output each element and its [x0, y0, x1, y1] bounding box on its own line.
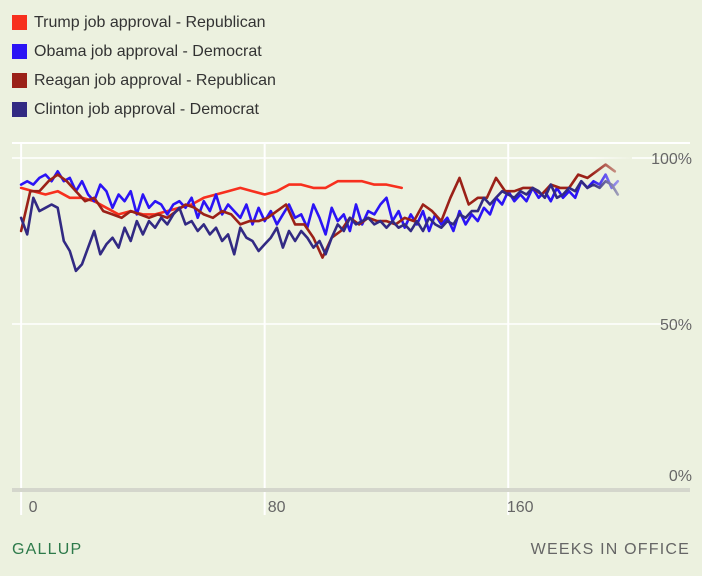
- legend-item-reagan[interactable]: Reagan job approval - Republican: [12, 66, 276, 95]
- series-fade-overlay: [592, 150, 632, 210]
- legend-swatch: [12, 102, 27, 117]
- source-label: GALLUP: [12, 541, 83, 558]
- x-tick-label: 160: [507, 499, 534, 516]
- series-line-3: [19, 163, 617, 259]
- line-chart: 0% 50% 100% 0 80 160: [12, 142, 692, 516]
- legend-label: Clinton job approval - Democrat: [34, 100, 259, 118]
- y-tick-label: 50%: [660, 317, 692, 334]
- legend-label: Reagan job approval - Republican: [34, 71, 276, 89]
- y-tick-label: 100%: [651, 151, 692, 168]
- legend-item-obama[interactable]: Obama job approval - Democrat: [12, 37, 276, 66]
- legend: Trump job approval - Republican Obama jo…: [12, 8, 276, 124]
- legend-label: Trump job approval - Republican: [34, 13, 266, 31]
- series-line-2: [19, 170, 620, 236]
- x-tick-label: 80: [268, 499, 286, 516]
- legend-swatch: [12, 15, 27, 30]
- legend-label: Obama job approval - Democrat: [34, 42, 262, 60]
- x-axis-title: WEEKS IN OFFICE: [530, 541, 690, 558]
- legend-item-trump[interactable]: Trump job approval - Republican: [12, 8, 276, 37]
- x-tick-label: 0: [29, 499, 38, 516]
- series-line-4: [19, 179, 620, 273]
- y-tick-label: 0%: [669, 468, 692, 485]
- legend-swatch: [12, 44, 27, 59]
- legend-item-clinton[interactable]: Clinton job approval - Democrat: [12, 95, 276, 124]
- legend-swatch: [12, 73, 27, 88]
